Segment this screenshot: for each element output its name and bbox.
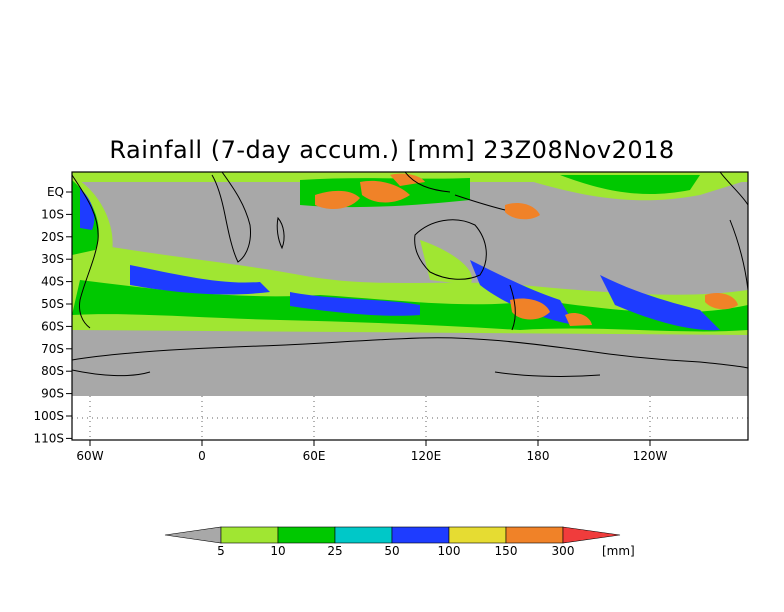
very-heavy-rain-layer: [315, 173, 738, 326]
heavy-rain-layer: [80, 188, 720, 331]
lat-tick-label: 40S: [41, 275, 64, 289]
lon-tick-label: 60W: [76, 449, 103, 463]
latitude-axis: EQ 10S 20S 30S 40S 50S 60S 70S 80S 90S 100S 110S: [33, 185, 72, 445]
map-title: Rainfall (7-day accum.) [mm] 23Z08Nov201…: [109, 136, 675, 164]
colorbar-bin-5-10: [220, 526, 279, 544]
lon-tick-label: 120W: [633, 449, 668, 463]
lat-tick-label: 50S: [41, 297, 64, 311]
lon-tick-label: 120E: [411, 449, 442, 463]
lat-tick-label: 10S: [41, 207, 64, 221]
lat-tick-label: 80S: [41, 364, 64, 378]
coastlines: [72, 172, 748, 377]
colorbar-unit: [mm]: [602, 544, 635, 558]
colorbar: 5 10 25 50 100 150 300 [mm]: [164, 526, 635, 558]
lon-tick-label: 60E: [303, 449, 326, 463]
colorbar-tick-label: 100: [438, 544, 461, 558]
lat-tick-label: 90S: [41, 387, 64, 401]
lat-tick-label: EQ: [47, 185, 64, 199]
lat-tick-label: 20S: [41, 230, 64, 244]
lat-tick-label: 110S: [33, 431, 64, 445]
colorbar-bin-100-150: [448, 526, 507, 544]
colorbar-tick-label: 50: [384, 544, 399, 558]
colorbar-bin-150-300: [505, 526, 564, 544]
plot-frame: [71, 171, 749, 441]
colorbar-tick-label: 25: [327, 544, 342, 558]
colorbar-bin-25-50: [334, 526, 393, 544]
colorbar-over-triangle: [562, 526, 621, 544]
lat-tick-label: 70S: [41, 342, 64, 356]
lat-tick-label: 100S: [33, 409, 64, 423]
rainfall-field: [72, 172, 748, 440]
lat-tick-label: 60S: [41, 319, 64, 333]
lon-tick-label: 180: [527, 449, 550, 463]
colorbar-bin-50-100: [391, 526, 450, 544]
colorbar-under-triangle: [164, 526, 222, 544]
lon-tick-label: 0: [198, 449, 206, 463]
colorbar-tick-label: 10: [270, 544, 285, 558]
lat-tick-label: 30S: [41, 252, 64, 266]
colorbar-tick-label: 5: [217, 544, 225, 558]
colorbar-tick-label: 150: [495, 544, 518, 558]
colorbar-bin-10-25: [277, 526, 336, 544]
longitude-axis: 60W 0 60E 120E 180 120W: [76, 440, 668, 463]
colorbar-tick-label: 300: [552, 544, 575, 558]
